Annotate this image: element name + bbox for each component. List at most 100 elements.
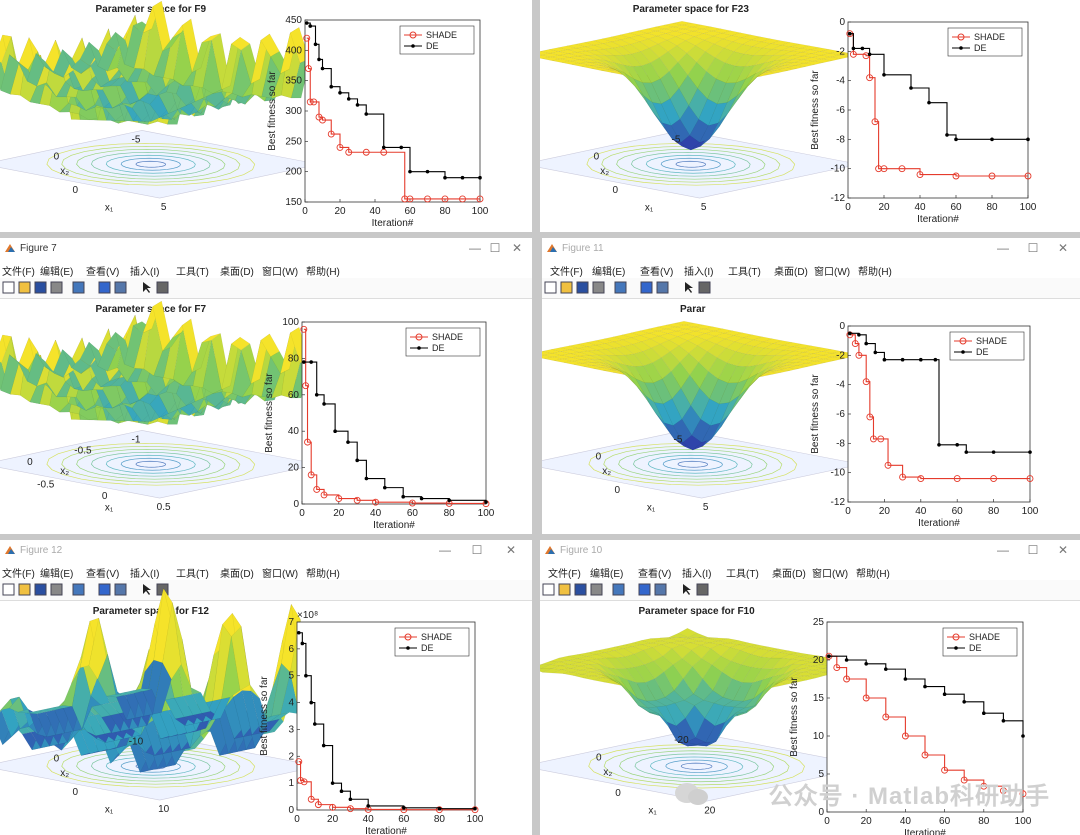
print-icon[interactable] bbox=[50, 583, 63, 596]
property-icon[interactable] bbox=[696, 583, 709, 596]
menu-item-6[interactable]: 窗口(W) bbox=[812, 569, 849, 580]
marker-de bbox=[848, 331, 852, 336]
menu-item-7[interactable]: 帮助(H) bbox=[306, 267, 340, 278]
maximize-button[interactable]: ☐ bbox=[1027, 543, 1039, 557]
menu-item-6[interactable]: 窗口(W) bbox=[262, 569, 299, 580]
menu-item-7[interactable]: 帮助(H) bbox=[306, 569, 340, 580]
legend-icon[interactable] bbox=[656, 281, 669, 294]
menu-item-1[interactable]: 编辑(E) bbox=[592, 267, 626, 278]
menu-item-2[interactable]: 查看(V) bbox=[640, 267, 674, 278]
close-button[interactable]: ✕ bbox=[511, 241, 523, 255]
open-file-icon[interactable] bbox=[18, 281, 31, 294]
pointer-icon[interactable] bbox=[680, 583, 693, 596]
maximize-button[interactable]: ☐ bbox=[1027, 241, 1039, 255]
legend-marker bbox=[961, 350, 965, 354]
menu-item-3[interactable]: 插入(I) bbox=[682, 569, 712, 580]
property-icon[interactable] bbox=[698, 281, 711, 294]
menu-item-5[interactable]: 桌面(D) bbox=[774, 267, 808, 278]
surface-plot-f23: Parameter space for F23-0.1-0.15-0.2-0.2… bbox=[540, 4, 859, 214]
surface-patch bbox=[831, 54, 850, 59]
menu-item-7[interactable]: 帮助(H) bbox=[856, 569, 890, 580]
legend-icon[interactable] bbox=[654, 583, 667, 596]
menu-item-6[interactable]: 窗口(W) bbox=[262, 267, 299, 278]
y-tick-label: 100 bbox=[282, 317, 299, 328]
menu-item-0[interactable]: 文件(F) bbox=[550, 267, 583, 278]
menu-item-0[interactable]: 文件(F) bbox=[548, 569, 581, 580]
save-icon[interactable] bbox=[34, 281, 47, 294]
y-tick-label: 450 bbox=[285, 15, 302, 26]
y-tick-label: 200 bbox=[285, 167, 302, 178]
y-tick-label: -10 bbox=[831, 468, 846, 479]
menu-item-0[interactable]: 文件(F) bbox=[2, 569, 35, 580]
surface-patch bbox=[762, 371, 782, 375]
menu-item-6[interactable]: 窗口(W) bbox=[814, 267, 851, 278]
new-figure-icon[interactable] bbox=[2, 281, 15, 294]
chart-title: Parameter space for F7 bbox=[95, 304, 206, 315]
marker-de bbox=[399, 145, 404, 150]
menu-item-4[interactable]: 工具(T) bbox=[176, 267, 209, 278]
open-file-icon[interactable] bbox=[560, 281, 573, 294]
print-icon[interactable] bbox=[592, 281, 605, 294]
minimize-button[interactable]: — bbox=[469, 241, 481, 255]
menu-item-3[interactable]: 插入(I) bbox=[130, 569, 160, 580]
marker-de bbox=[302, 360, 306, 364]
print-icon[interactable] bbox=[50, 281, 63, 294]
pointer-icon[interactable] bbox=[682, 281, 695, 294]
x2-tick-label: 0 bbox=[54, 753, 60, 764]
maximize-button[interactable]: ☐ bbox=[489, 241, 501, 255]
legend-marker bbox=[415, 333, 423, 341]
minimize-button[interactable]: — bbox=[997, 241, 1009, 255]
legend-box bbox=[949, 331, 1025, 361]
save-icon[interactable] bbox=[34, 583, 47, 596]
menu-item-4[interactable]: 工具(T) bbox=[728, 267, 761, 278]
minimize-button[interactable]: — bbox=[439, 543, 451, 557]
save-icon[interactable] bbox=[574, 583, 587, 596]
close-button[interactable]: ✕ bbox=[505, 543, 517, 557]
colorbar-icon[interactable] bbox=[640, 281, 653, 294]
colorbar-icon[interactable] bbox=[98, 281, 111, 294]
menu-item-7[interactable]: 帮助(H) bbox=[858, 267, 892, 278]
menu-item-2[interactable]: 查看(V) bbox=[86, 569, 120, 580]
property-icon[interactable] bbox=[156, 281, 169, 294]
contour-floor bbox=[0, 430, 319, 499]
open-file-icon[interactable] bbox=[18, 583, 31, 596]
y-tick-label: 2 bbox=[288, 751, 294, 762]
menu-item-1[interactable]: 编辑(E) bbox=[40, 267, 74, 278]
menu-item-2[interactable]: 查看(V) bbox=[86, 267, 120, 278]
menu-item-5[interactable]: 桌面(D) bbox=[220, 267, 254, 278]
surface-patch bbox=[795, 63, 815, 67]
link-icon[interactable] bbox=[612, 583, 625, 596]
pointer-icon[interactable] bbox=[140, 583, 153, 596]
colorbar-icon[interactable] bbox=[638, 583, 651, 596]
new-figure-icon[interactable] bbox=[2, 583, 15, 596]
pointer-icon[interactable] bbox=[140, 281, 153, 294]
close-button[interactable]: ✕ bbox=[1057, 241, 1069, 255]
minimize-button[interactable]: — bbox=[997, 543, 1009, 557]
new-figure-icon[interactable] bbox=[544, 281, 557, 294]
menu-item-0[interactable]: 文件(F) bbox=[2, 267, 35, 278]
menu-item-5[interactable]: 桌面(D) bbox=[220, 569, 254, 580]
menu-item-4[interactable]: 工具(T) bbox=[726, 569, 759, 580]
link-icon[interactable] bbox=[614, 281, 627, 294]
legend-icon[interactable] bbox=[114, 583, 127, 596]
x-tick-label: 20 bbox=[327, 814, 339, 825]
print-icon[interactable] bbox=[590, 583, 603, 596]
convergence-chart-f23: -12 -10 -8 -6 -4 -2 0 0 20 40 60 80 100 Iteration# Bes… bbox=[810, 17, 1037, 225]
menu-item-4[interactable]: 工具(T) bbox=[176, 569, 209, 580]
menu-item-1[interactable]: 编辑(E) bbox=[40, 569, 74, 580]
open-file-icon[interactable] bbox=[558, 583, 571, 596]
link-icon[interactable] bbox=[72, 583, 85, 596]
menu-item-3[interactable]: 插入(I) bbox=[130, 267, 160, 278]
colorbar-icon[interactable] bbox=[98, 583, 111, 596]
maximize-button[interactable]: ☐ bbox=[471, 543, 483, 557]
menu-item-1[interactable]: 编辑(E) bbox=[590, 569, 624, 580]
menu-item-3[interactable]: 插入(I) bbox=[684, 267, 714, 278]
link-icon[interactable] bbox=[72, 281, 85, 294]
legend-icon[interactable] bbox=[114, 281, 127, 294]
menu-item-2[interactable]: 查看(V) bbox=[638, 569, 672, 580]
menu-item-5[interactable]: 桌面(D) bbox=[772, 569, 806, 580]
legend-label: SHADE bbox=[969, 632, 1000, 642]
close-button[interactable]: ✕ bbox=[1057, 543, 1069, 557]
save-icon[interactable] bbox=[576, 281, 589, 294]
new-figure-icon[interactable] bbox=[542, 583, 555, 596]
